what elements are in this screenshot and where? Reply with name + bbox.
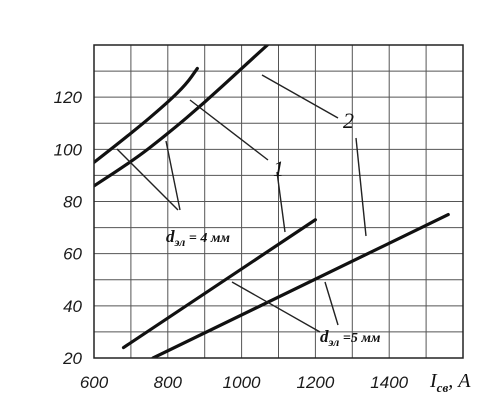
grid bbox=[94, 45, 463, 358]
annotation-d-4mm-sub: эл bbox=[174, 235, 186, 249]
x-axis-label-main: I bbox=[429, 370, 438, 392]
x-axis-label-unit: , А bbox=[448, 370, 471, 392]
annotation-d-4mm: dэл = 4 мм bbox=[166, 227, 230, 249]
tick-labels: 600 800 1000 1200 1400 20 40 60 80 100 120 bbox=[54, 88, 409, 392]
leader-label-1-to-4mm bbox=[189, 99, 269, 161]
series bbox=[94, 45, 450, 358]
leader-label-2-to-5mm bbox=[355, 137, 367, 237]
y-tick-label: 80 bbox=[63, 193, 82, 212]
x-tick-label: 1200 bbox=[296, 373, 334, 392]
annotation-d-5mm-main: d bbox=[320, 327, 329, 346]
series-group-label-2: 2 bbox=[343, 108, 354, 133]
series-curve-4mm-group-2 bbox=[94, 45, 270, 188]
x-tick-label: 800 bbox=[154, 373, 183, 392]
plot-frame bbox=[93, 44, 464, 359]
leader-d4-to-curve-b bbox=[165, 140, 181, 211]
x-tick-label: 1400 bbox=[370, 373, 408, 392]
leader-label-2-to-4mm bbox=[261, 74, 339, 119]
leader-d5-to-line-b bbox=[324, 281, 339, 326]
y-tick-label: 40 bbox=[63, 297, 82, 316]
series-group-label-1: 1 bbox=[273, 156, 284, 181]
leader-label-1-to-5mm bbox=[276, 171, 286, 233]
series-line-5mm-group-1 bbox=[121, 218, 317, 350]
leader-lines bbox=[116, 74, 367, 333]
leader-d5-to-line-a bbox=[231, 281, 321, 333]
leader-d4-to-curve-a bbox=[116, 148, 179, 211]
x-tick-label: 1000 bbox=[223, 373, 261, 392]
y-tick-label: 100 bbox=[54, 140, 83, 159]
series-curve-4mm-group-1 bbox=[94, 66, 199, 164]
y-tick-label: 120 bbox=[54, 88, 83, 107]
y-tick-label: 20 bbox=[62, 349, 82, 368]
x-axis-label-sub: св bbox=[437, 380, 449, 395]
x-axis-label: Iсв, А bbox=[429, 370, 471, 395]
annotation-d-5mm: dэл =5 мм bbox=[320, 327, 381, 349]
x-tick-label: 600 bbox=[80, 373, 109, 392]
y-tick-label: 60 bbox=[63, 245, 82, 264]
annotation-d-4mm-rest: = 4 мм bbox=[185, 231, 230, 246]
annotation-d-5mm-sub: эл bbox=[328, 335, 340, 349]
annotation-d-4mm-main: d bbox=[166, 227, 175, 246]
annotation-d-5mm-rest: =5 мм bbox=[339, 331, 381, 346]
series-line-5mm-group-2 bbox=[151, 212, 450, 358]
